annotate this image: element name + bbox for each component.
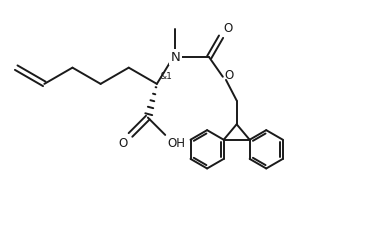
Text: O: O bbox=[118, 137, 127, 150]
Text: O: O bbox=[225, 69, 234, 82]
Text: O: O bbox=[223, 22, 232, 35]
Text: &1: &1 bbox=[159, 72, 172, 81]
Text: OH: OH bbox=[167, 137, 185, 150]
Text: N: N bbox=[171, 51, 180, 64]
